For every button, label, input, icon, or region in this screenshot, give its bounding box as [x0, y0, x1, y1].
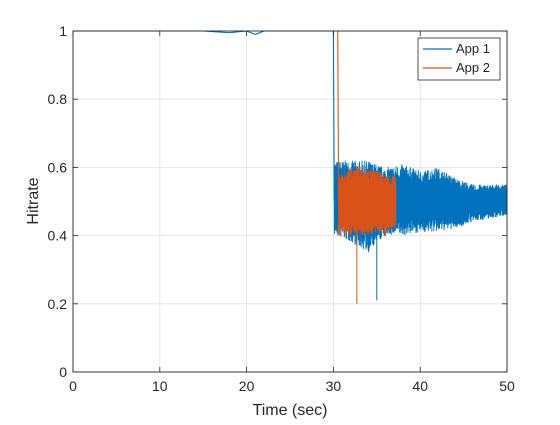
- legend: App 1 App 2: [417, 37, 501, 81]
- x-tick-label: 50: [499, 378, 515, 394]
- legend-label-app2: App 2: [456, 60, 490, 75]
- axes: [72, 30, 508, 373]
- x-tick-label: 40: [412, 378, 428, 394]
- y-axis-label: Hitrate: [25, 177, 42, 224]
- x-tick-label: 0: [69, 378, 77, 394]
- legend-box: [417, 37, 501, 81]
- y-tick-label: 0: [59, 364, 67, 380]
- series-noise-2: [338, 167, 397, 236]
- x-tick-label: 20: [239, 378, 255, 394]
- y-tick-label: 0.4: [48, 228, 68, 244]
- x-axis-label: Time (sec): [253, 402, 328, 419]
- y-tick-label: 1: [59, 23, 67, 39]
- tick-labels: 0 10 20 30 40 50 0 0.2 0.4 0.6 0.8 1: [48, 23, 515, 394]
- axes-box: [72, 30, 508, 373]
- x-tick-label: 30: [326, 378, 342, 394]
- legend-label-app1: App 1: [456, 41, 490, 56]
- x-tick-label: 10: [152, 378, 168, 394]
- y-tick-label: 0.6: [48, 159, 68, 175]
- y-tick-label: 0.2: [48, 296, 68, 312]
- y-tick-label: 0.8: [48, 91, 68, 107]
- plot-area: [73, 30, 508, 304]
